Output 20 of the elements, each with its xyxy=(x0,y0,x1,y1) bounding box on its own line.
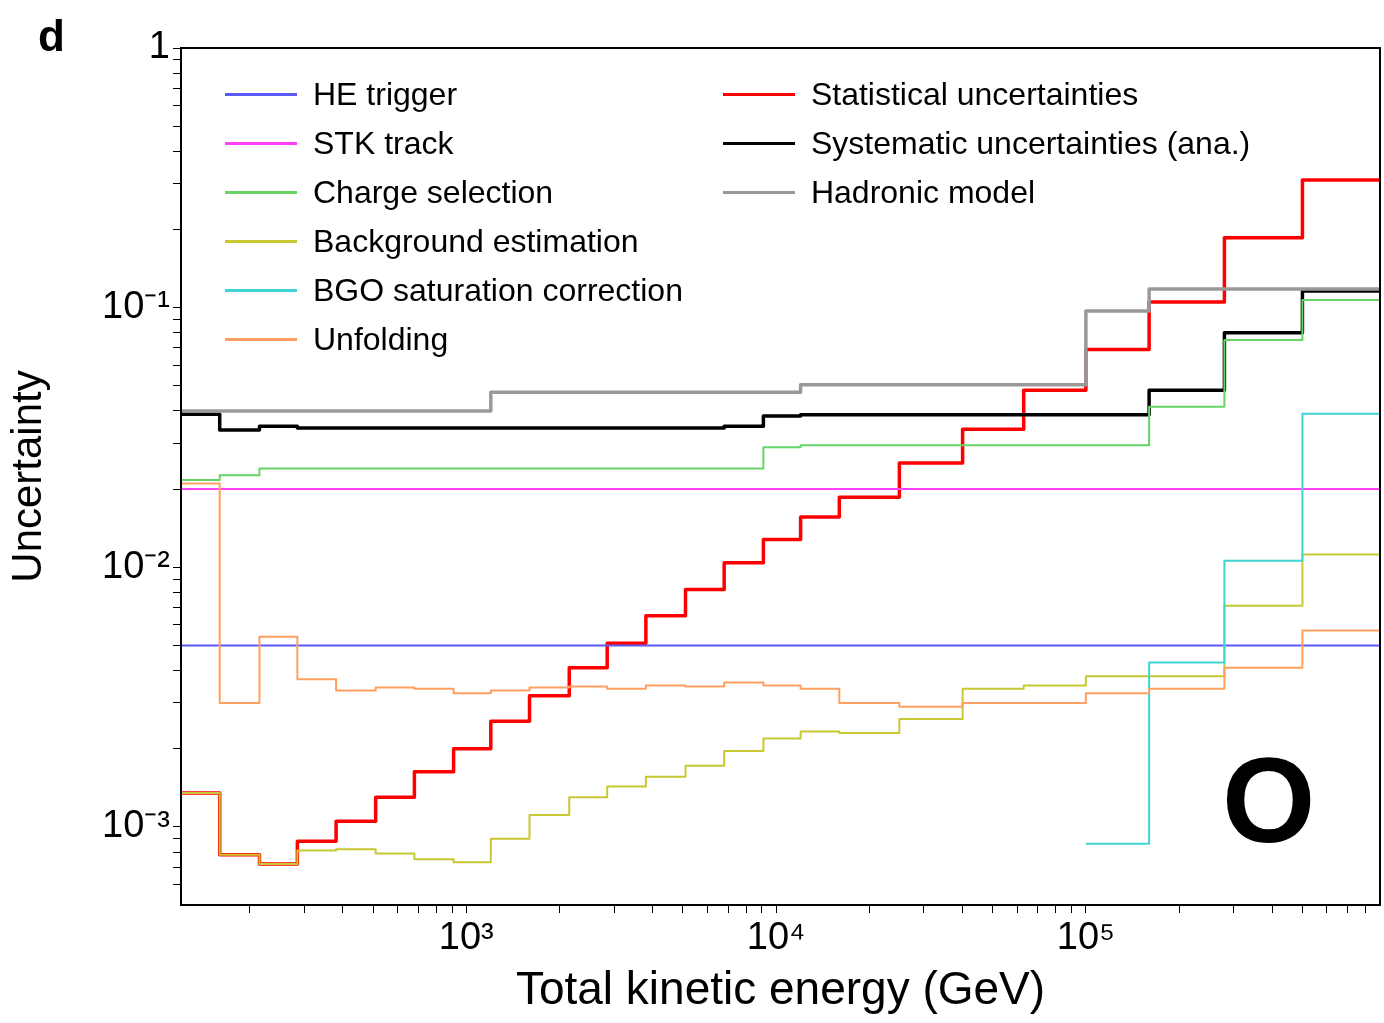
legend-label: STK track xyxy=(313,125,454,162)
legend-label: Background estimation xyxy=(313,223,639,260)
legend-label: HE trigger xyxy=(313,76,458,113)
y-axis-title: Uncertainty xyxy=(2,370,50,583)
x-tick-label: 10³ xyxy=(438,915,494,958)
y-tick-label: 10⁻³ xyxy=(102,803,170,846)
x-axis-title: Total kinetic energy (GeV) xyxy=(515,962,1046,1015)
legend-label: BGO saturation correction xyxy=(313,272,683,309)
legend-label: Hadronic model xyxy=(810,174,1036,211)
y-tick-label: 1 xyxy=(148,24,170,67)
annotation: O xyxy=(1222,733,1316,867)
legend-label: Statistical uncertainties xyxy=(810,76,1139,113)
legend-label: Unfolding xyxy=(313,321,449,358)
x-tick-label: 10⁵ xyxy=(1056,915,1115,958)
text: d xyxy=(38,11,65,60)
x-tick-label: 10⁴ xyxy=(746,915,806,958)
y-tick-label: 10⁻² xyxy=(102,543,170,586)
legend-label: Systematic uncertainties (ana.) xyxy=(810,125,1251,162)
legend-label: Charge selection xyxy=(313,174,554,211)
y-tick-label: 10⁻¹ xyxy=(102,284,170,327)
